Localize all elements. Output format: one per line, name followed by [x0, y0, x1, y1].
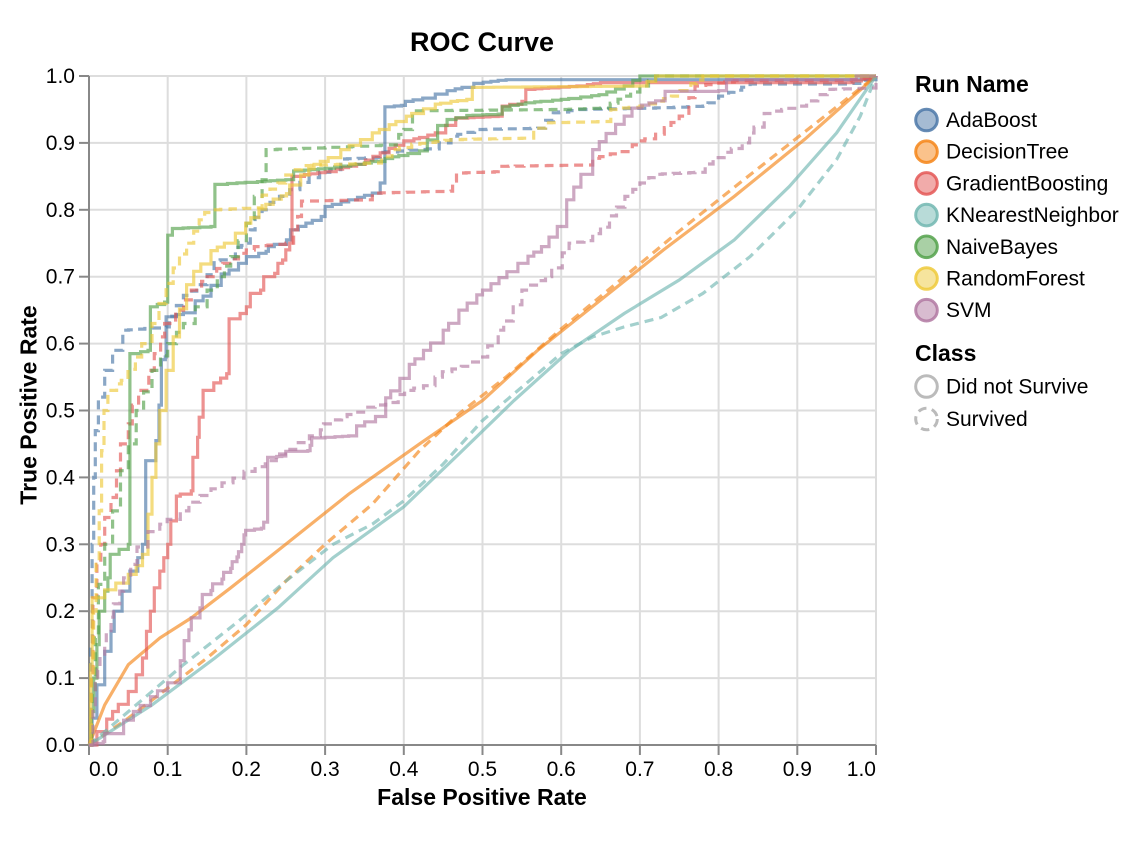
svg-text:True Positive Rate: True Positive Rate: [16, 305, 42, 504]
svg-text:0.9: 0.9: [783, 758, 812, 781]
svg-text:ROC Curve: ROC Curve: [410, 27, 554, 57]
svg-text:AdaBoost: AdaBoost: [946, 109, 1037, 132]
svg-text:GradientBoosting: GradientBoosting: [946, 172, 1108, 195]
svg-text:DecisionTree: DecisionTree: [946, 141, 1069, 164]
svg-text:0.2: 0.2: [232, 758, 261, 781]
svg-text:0.7: 0.7: [625, 758, 654, 781]
svg-text:0.6: 0.6: [46, 333, 75, 356]
svg-text:SVM: SVM: [946, 299, 992, 322]
svg-text:Class: Class: [915, 340, 976, 366]
svg-text:NaiveBayes: NaiveBayes: [946, 236, 1058, 259]
svg-text:Survived: Survived: [946, 408, 1028, 431]
svg-text:0.5: 0.5: [468, 758, 497, 781]
svg-text:Did not Survive: Did not Survive: [946, 376, 1088, 399]
svg-text:0.8: 0.8: [46, 199, 75, 222]
svg-text:0.4: 0.4: [389, 758, 419, 781]
svg-text:1.0: 1.0: [46, 65, 75, 88]
svg-text:0.0: 0.0: [89, 758, 118, 781]
svg-text:Run Name: Run Name: [915, 71, 1029, 97]
svg-text:0.2: 0.2: [46, 600, 75, 623]
svg-text:KNearestNeighbor: KNearestNeighbor: [946, 204, 1119, 227]
svg-text:0.9: 0.9: [46, 132, 75, 155]
svg-text:1.0: 1.0: [847, 758, 876, 781]
svg-text:0.3: 0.3: [310, 758, 339, 781]
svg-text:0.1: 0.1: [46, 667, 75, 690]
svg-text:False Positive Rate: False Positive Rate: [377, 784, 587, 810]
svg-text:RandomForest: RandomForest: [946, 268, 1085, 291]
svg-text:0.4: 0.4: [46, 466, 76, 489]
svg-text:0.6: 0.6: [547, 758, 576, 781]
svg-text:0.0: 0.0: [46, 734, 75, 757]
svg-text:0.8: 0.8: [704, 758, 733, 781]
svg-text:0.3: 0.3: [46, 533, 75, 556]
svg-text:0.1: 0.1: [153, 758, 182, 781]
svg-text:0.5: 0.5: [46, 400, 75, 423]
svg-text:0.7: 0.7: [46, 266, 75, 289]
